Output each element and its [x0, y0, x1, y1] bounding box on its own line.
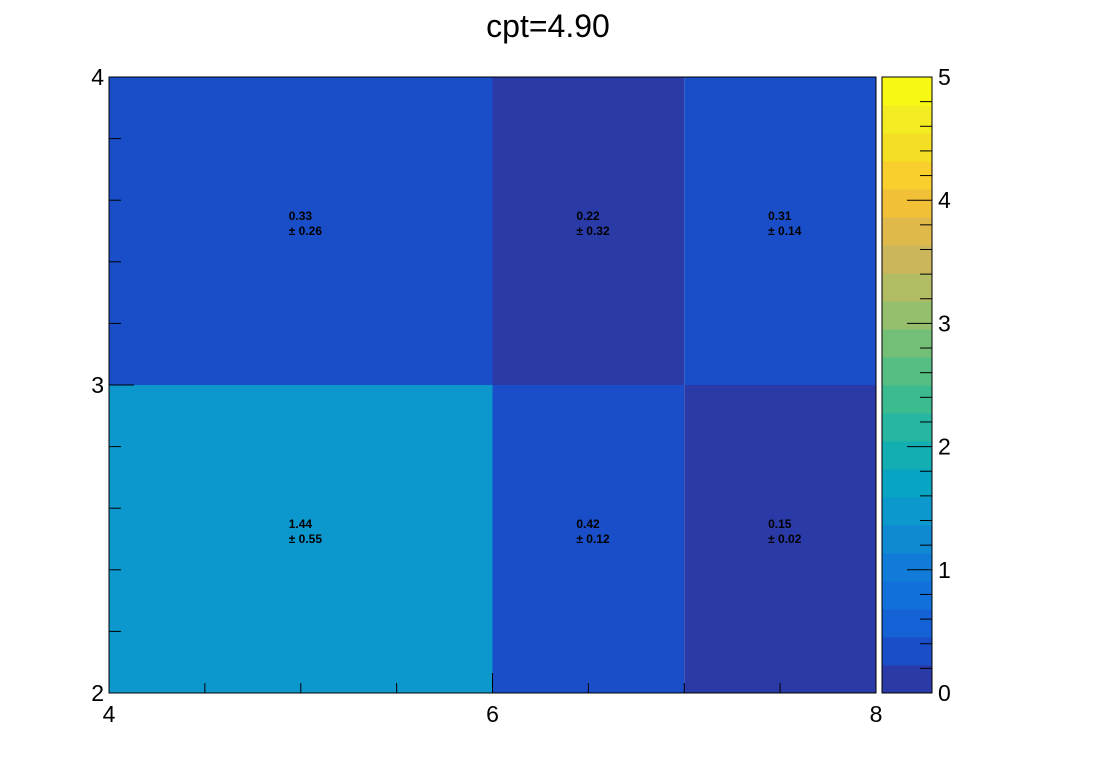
- y-tick-label: 2: [91, 680, 104, 706]
- color-scale-segment: [882, 77, 932, 106]
- color-scale-segment: [882, 637, 932, 666]
- color-scale-tick-label: 5: [938, 64, 951, 90]
- chart-title: cpt=4.90: [486, 8, 610, 44]
- color-scale-tick-label: 1: [938, 557, 951, 583]
- heatmap-cell: [492, 385, 685, 693]
- heatmap-cell: [684, 77, 876, 385]
- x-tick-label: 4: [103, 701, 116, 727]
- cell-value-label: 0.22: [576, 209, 600, 223]
- color-scale-segment: [882, 133, 932, 162]
- cell-error-label: ± 0.12: [576, 532, 610, 546]
- cell-error-label: ± 0.55: [289, 532, 323, 546]
- cell-value-label: 0.15: [768, 517, 792, 531]
- cell-value-label: 1.44: [289, 517, 313, 531]
- heatmap-cells: [109, 77, 876, 693]
- cell-value-label: 0.33: [289, 209, 313, 223]
- color-scale-tick-label: 2: [938, 434, 951, 460]
- color-scale-segment: [882, 189, 932, 218]
- color-scale-segment: [882, 665, 932, 694]
- cell-error-label: ± 0.14: [768, 224, 802, 238]
- color-scale-tick-label: 3: [938, 310, 951, 336]
- color-scale-segment: [882, 413, 932, 442]
- cell-error-label: ± 0.26: [289, 224, 323, 238]
- heatmap-cell: [109, 385, 493, 693]
- color-scale-tick-label: 0: [938, 680, 951, 706]
- cell-value-label: 0.42: [576, 517, 600, 531]
- cell-error-label: ± 0.32: [576, 224, 610, 238]
- heatmap-cell: [684, 385, 876, 693]
- color-scale-segment: [882, 609, 932, 638]
- color-scale-segment: [882, 469, 932, 498]
- color-scale-segment: [882, 553, 932, 582]
- y-tick-label: 4: [91, 64, 104, 90]
- color-scale-segment: [882, 273, 932, 302]
- x-tick-label: 8: [870, 701, 883, 727]
- heatmap-cell: [492, 77, 685, 385]
- x-tick-label: 6: [486, 701, 499, 727]
- color-scale: 0 1 2 3 4 5: [881, 64, 951, 706]
- color-scale-segment: [882, 385, 932, 414]
- color-scale-segment: [882, 581, 932, 610]
- color-scale-segment: [882, 525, 932, 554]
- color-scale-segment: [882, 217, 932, 246]
- color-scale-segment: [882, 105, 932, 134]
- color-scale-segment: [882, 329, 932, 358]
- cell-error-label: ± 0.02: [768, 532, 802, 546]
- heatmap-cell: [109, 77, 493, 385]
- color-scale-segment: [882, 497, 932, 526]
- color-scale-tick-label: 4: [938, 187, 951, 213]
- color-scale-segment: [882, 441, 932, 470]
- cell-labels: 1.44± 0.55 0.42± 0.12 0.15± 0.02 0.33± 0.26…: [289, 209, 802, 546]
- y-tick-label: 3: [91, 372, 104, 398]
- color-scale-segment: [882, 357, 932, 386]
- color-scale-segment: [882, 301, 932, 330]
- cell-value-label: 0.31: [768, 209, 792, 223]
- axes: 4 6 8 2 3 4: [91, 64, 882, 727]
